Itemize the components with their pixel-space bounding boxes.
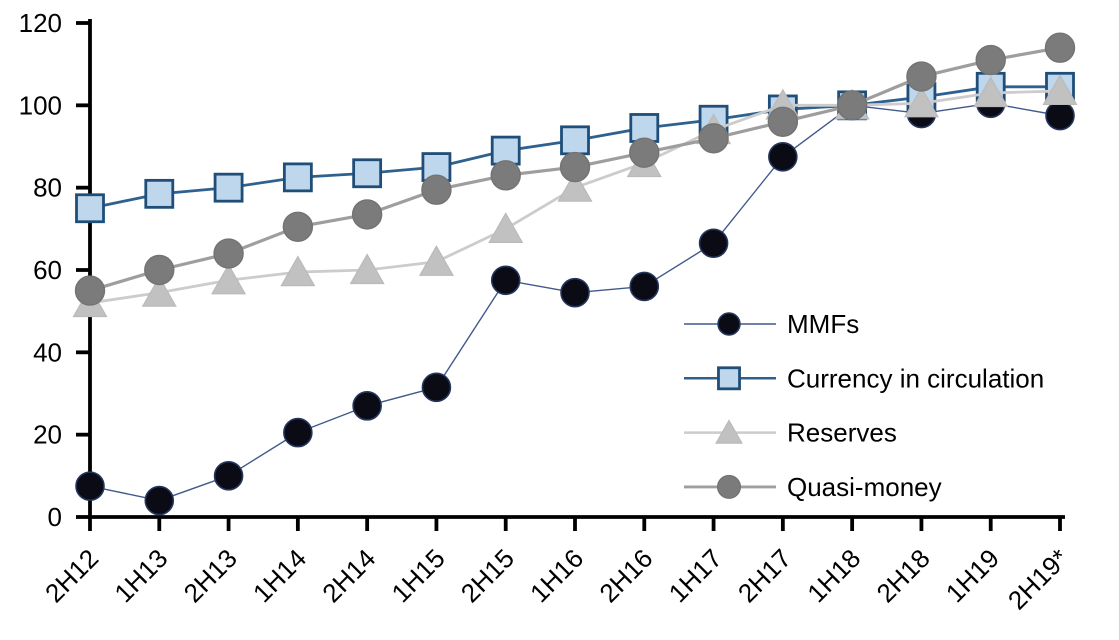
legend-item-quasi-money: Quasi-money (684, 472, 942, 502)
data-point-marker (1045, 100, 1075, 131)
data-point-marker (213, 238, 244, 269)
data-point-marker (144, 178, 175, 209)
legend-item-currency-in-circulation: Currency in circulation (684, 363, 1044, 393)
legend-label: Quasi-money (787, 472, 942, 502)
data-point-marker (352, 391, 382, 421)
y-tick-label: 80 (33, 173, 62, 203)
legend-label: Currency in circulation (787, 363, 1044, 393)
data-point-marker (75, 193, 105, 224)
data-point-marker (488, 212, 524, 243)
y-tick-label: 120 (19, 8, 62, 38)
data-point-marker (421, 372, 452, 403)
y-tick-label: 60 (33, 255, 62, 285)
data-point-marker (557, 170, 593, 202)
data-point-marker (973, 76, 1009, 108)
series-quasi-money (74, 32, 1076, 306)
data-point-marker (768, 141, 798, 172)
data-point-marker (282, 162, 313, 193)
data-point-marker (349, 253, 385, 285)
data-point-marker (906, 61, 937, 92)
data-point-marker (213, 172, 244, 203)
data-point-marker (1042, 74, 1078, 106)
y-tick-label: 0 (48, 502, 62, 532)
data-point-marker (211, 263, 247, 295)
data-point-marker (418, 245, 454, 276)
legend-marker-circle-icon (716, 474, 742, 499)
data-point-marker (559, 151, 591, 183)
legend-item-mmfs: MMFs (684, 309, 859, 339)
legend-item-reserves: Reserves (684, 418, 897, 448)
data-point-marker (490, 160, 521, 191)
data-point-marker (282, 211, 314, 242)
data-point-marker (767, 106, 799, 138)
data-point-marker (629, 271, 660, 302)
data-point-marker (490, 265, 521, 296)
y-tick-label: 20 (33, 420, 62, 450)
data-point-marker (629, 137, 660, 168)
data-point-marker (75, 471, 105, 501)
data-point-marker (975, 44, 1006, 76)
legend-marker-circle-icon (717, 312, 741, 336)
data-point-marker (144, 485, 175, 516)
data-point-marker (1044, 32, 1076, 63)
data-point-marker (560, 277, 590, 308)
data-point-marker (421, 174, 452, 205)
legend-marker-triangle-icon (715, 419, 743, 444)
data-point-marker (698, 228, 729, 259)
legend: MMFs Currency in circulation Reserves Quasi… (684, 309, 1044, 502)
data-point-marker (351, 199, 383, 230)
data-point-marker (74, 275, 106, 306)
data-point-marker (280, 255, 316, 287)
data-point-marker (903, 86, 939, 118)
data-point-marker (213, 461, 244, 491)
legend-marker-square-icon (717, 366, 741, 391)
data-point-marker (141, 275, 177, 307)
data-point-marker (283, 417, 313, 448)
legend-label: MMFs (787, 309, 859, 339)
data-point-marker (836, 90, 868, 121)
y-tick-label: 40 (33, 337, 62, 367)
data-point-marker (352, 158, 383, 189)
y-axis-ticks: 0 20 40 60 80 100 120 (19, 8, 90, 532)
data-point-marker (629, 113, 660, 143)
data-point-marker (490, 135, 521, 166)
legend-label: Reserves (787, 418, 897, 448)
data-point-marker (144, 254, 175, 286)
data-point-marker (560, 125, 590, 156)
y-tick-label: 100 (19, 90, 62, 120)
data-point-marker (698, 123, 729, 154)
